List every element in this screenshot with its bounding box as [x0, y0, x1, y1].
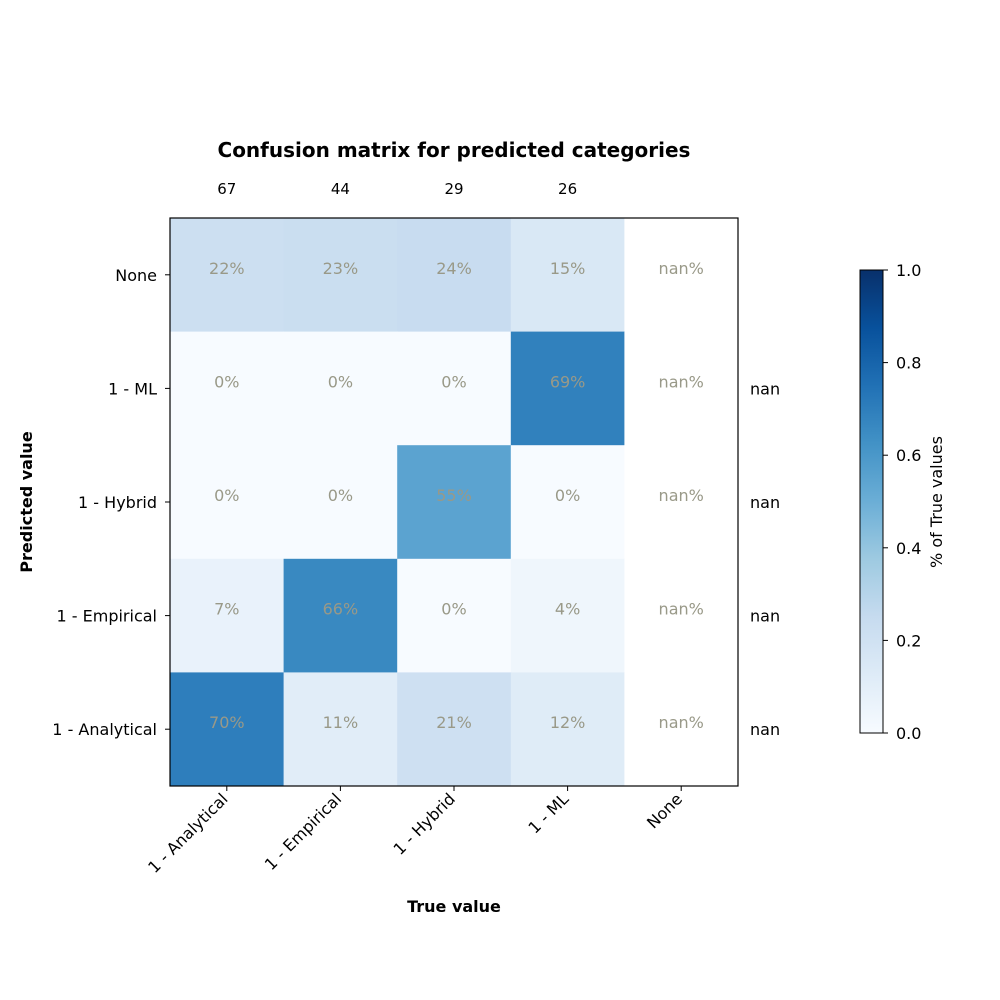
x-tick-label: 1 - ML: [524, 789, 572, 837]
heatmap-cell: [624, 218, 739, 333]
cell-value-label: 0%: [328, 486, 353, 505]
heatmap-cell: [510, 331, 625, 446]
y-tick-label: 1 - Empirical: [57, 607, 158, 626]
heatmap-cell: [510, 558, 625, 673]
cell-value-label: 21%: [436, 713, 472, 732]
row-side-label: nan: [750, 493, 780, 512]
x-tick-label: 1 - Hybrid: [390, 789, 459, 858]
heatmap-cell: [283, 331, 398, 446]
cell-value-label: 69%: [550, 372, 586, 391]
cell-value-label: 0%: [214, 372, 239, 391]
heatmap-cell: [510, 672, 625, 787]
heatmap-cell: [170, 558, 285, 673]
row-side-label: nan: [750, 379, 780, 398]
cell-value-label: 0%: [555, 486, 580, 505]
colorbar-tick-label: 0.6: [896, 446, 921, 465]
heatmap-cell: [397, 445, 512, 560]
colorbar-tick-label: 0.8: [896, 354, 921, 373]
cell-value-label: 0%: [328, 372, 353, 391]
cell-value-label: nan%: [659, 713, 704, 732]
heatmap-cell: [170, 331, 285, 446]
x-tick-label: None: [643, 789, 686, 832]
cell-value-label: 24%: [436, 259, 472, 278]
heatmap-cell: [510, 218, 625, 333]
colorbar-tick-label: 0.4: [896, 539, 921, 558]
heatmap-cell: [624, 558, 739, 673]
x-tick-label: 1 - Analytical: [144, 789, 231, 876]
heatmap-cell: [170, 445, 285, 560]
y-tick-label: 1 - ML: [108, 379, 157, 398]
heatmap-cell: [397, 331, 512, 446]
column-count-label: 44: [331, 180, 350, 198]
heatmap-cell: [624, 445, 739, 560]
cell-value-label: 15%: [550, 259, 586, 278]
colorbar-label: % of True values: [927, 436, 946, 568]
heatmap-cell: [397, 558, 512, 673]
cell-value-label: 12%: [550, 713, 586, 732]
x-tick-label: 1 - Empirical: [261, 789, 345, 873]
heatmap-cell: [624, 672, 739, 787]
heatmap-cell: [624, 331, 739, 446]
colorbar-gradient: [859, 269, 884, 734]
y-tick-label: None: [115, 266, 157, 285]
chart-title: Confusion matrix for predicted categorie…: [218, 138, 691, 162]
colorbar-ticks: 0.0 0.2 0.4 0.6 0.8 1.0: [883, 261, 921, 743]
colorbar-tick-label: 0.0: [896, 724, 921, 743]
heatmap-cell-labels: 22% 23% 24% 15% nan% 0% 0% 0% 69% nan% 0% 0% 55% 0% na…: [209, 259, 704, 732]
cell-value-label: nan%: [659, 600, 704, 619]
cell-value-label: nan%: [659, 372, 704, 391]
y-axis-ticks: None 1 - ML 1 - Hybrid 1 - Empirical 1 - Ana…: [52, 266, 170, 739]
cell-value-label: 70%: [209, 713, 245, 732]
colorbar-tick-label: 1.0: [896, 261, 921, 280]
heatmap-cell: [283, 218, 398, 333]
heatmap-cell: [283, 672, 398, 787]
heatmap-cell: [283, 558, 398, 673]
row-side-label: nan: [750, 607, 780, 626]
column-count-labels: 67 44 29 26: [217, 180, 577, 198]
cell-value-label: 22%: [209, 259, 245, 278]
row-side-label: nan: [750, 720, 780, 739]
column-count-label: 26: [558, 180, 577, 198]
x-axis-ticks: 1 - Analytical 1 - Empirical 1 - Hybrid 1 -…: [144, 786, 686, 877]
heatmap-cell: [397, 672, 512, 787]
y-tick-label: 1 - Hybrid: [78, 493, 157, 512]
cell-value-label: nan%: [659, 486, 704, 505]
heatmap-cell: [510, 445, 625, 560]
heatmap-cells: [170, 218, 739, 787]
column-count-label: 67: [217, 180, 236, 198]
heatmap-cell: [397, 218, 512, 333]
heatmap-cell: [283, 445, 398, 560]
cell-value-label: 11%: [323, 713, 359, 732]
cell-value-label: 23%: [323, 259, 359, 278]
column-count-label: 29: [444, 180, 463, 198]
cell-value-label: 0%: [441, 600, 466, 619]
cell-value-label: 4%: [555, 600, 580, 619]
colorbar: 0.0 0.2 0.4 0.6 0.8 1.0 % of True values: [859, 261, 946, 743]
heatmap-cell: [170, 672, 285, 787]
cell-value-label: nan%: [659, 259, 704, 278]
cell-value-label: 7%: [214, 600, 239, 619]
cell-value-label: 0%: [214, 486, 239, 505]
x-axis-label: True value: [407, 897, 501, 916]
heatmap-cell: [170, 218, 285, 333]
colorbar-tick-label: 0.2: [896, 631, 921, 650]
y-axis-label: Predicted value: [17, 431, 36, 573]
y-tick-label: 1 - Analytical: [52, 720, 157, 739]
cell-value-label: 66%: [323, 600, 359, 619]
cell-value-label: 55%: [436, 486, 472, 505]
row-side-labels: nan nan nan nan: [750, 379, 780, 739]
cell-value-label: 0%: [441, 372, 466, 391]
